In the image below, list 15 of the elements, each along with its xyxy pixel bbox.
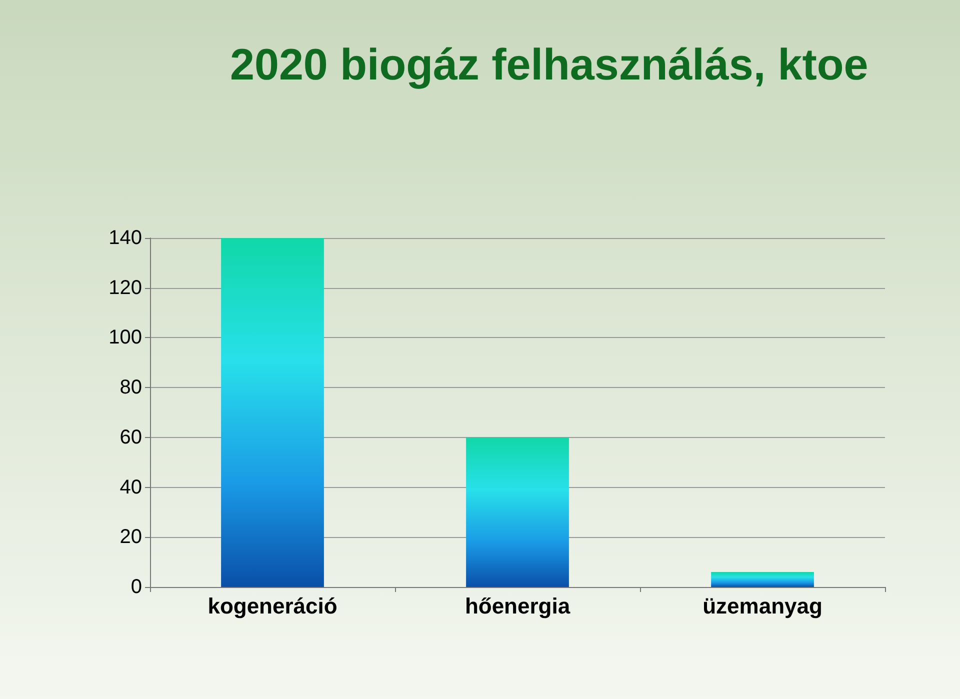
y-tick-label: 140 xyxy=(108,227,142,249)
x-tick-label: hőenergia xyxy=(464,594,571,618)
y-tick-label: 20 xyxy=(120,526,142,548)
bar xyxy=(466,437,569,587)
y-tick-label: 60 xyxy=(120,426,142,448)
bar xyxy=(711,572,814,587)
y-tick-label: 80 xyxy=(120,376,142,399)
y-tick-label: 0 xyxy=(130,576,142,598)
y-tick-label: 40 xyxy=(120,476,142,498)
chart-title: 2020 biogáz felhasználás, ktoe xyxy=(230,40,868,90)
x-tick-label: kogeneráció xyxy=(208,594,338,618)
y-tick-label: 100 xyxy=(108,326,142,349)
bar xyxy=(221,238,324,587)
y-tick-label: 120 xyxy=(108,276,142,299)
x-tick-label: üzemanyag xyxy=(702,594,822,618)
